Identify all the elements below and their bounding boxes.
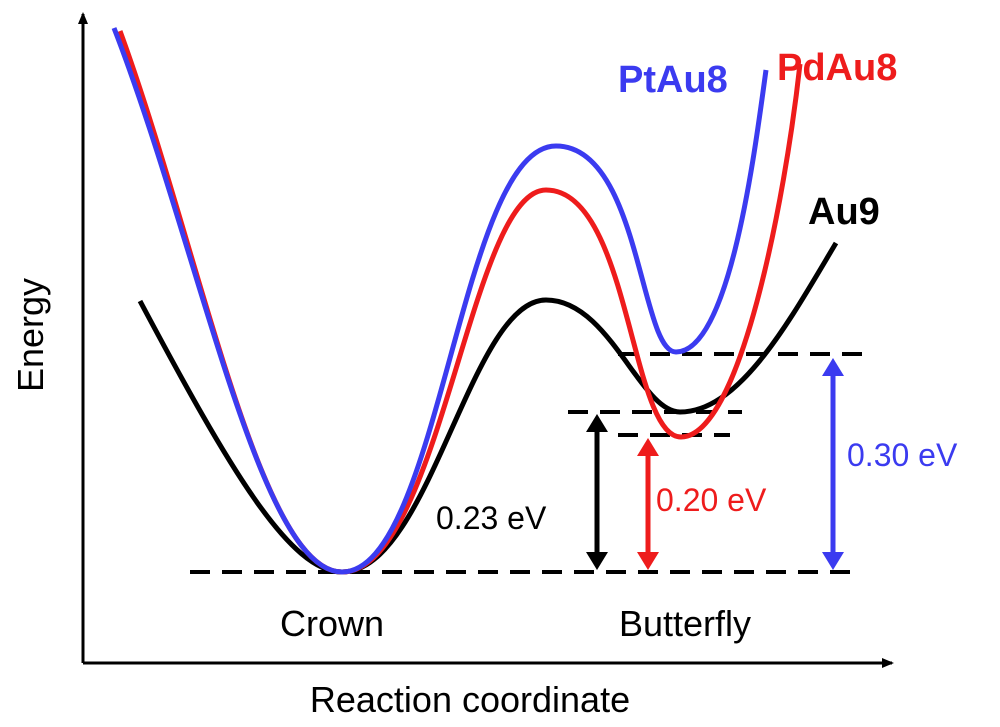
arrow-au9 [586, 414, 608, 570]
series-line-ptau8 [111, 27, 769, 575]
x-axis-title: Reaction coordinate [310, 679, 630, 720]
series-label-ptau8: PtAu8 [618, 59, 728, 101]
series-label-au9: Au9 [808, 191, 880, 233]
state-label-butterfly: Butterfly [619, 603, 751, 644]
delta-label-ptau8: 0.30 eV [847, 437, 958, 473]
arrow-pdau8 [637, 438, 659, 570]
delta-label-pdau8: 0.20 eV [656, 482, 767, 518]
y-axis-title: Energy [10, 278, 51, 392]
delta-label-au9: 0.23 eV [436, 500, 547, 536]
arrow-ptau8 [822, 358, 844, 570]
state-label-crown: Crown [280, 603, 384, 644]
series-label-pdau8: PdAu8 [777, 47, 897, 89]
